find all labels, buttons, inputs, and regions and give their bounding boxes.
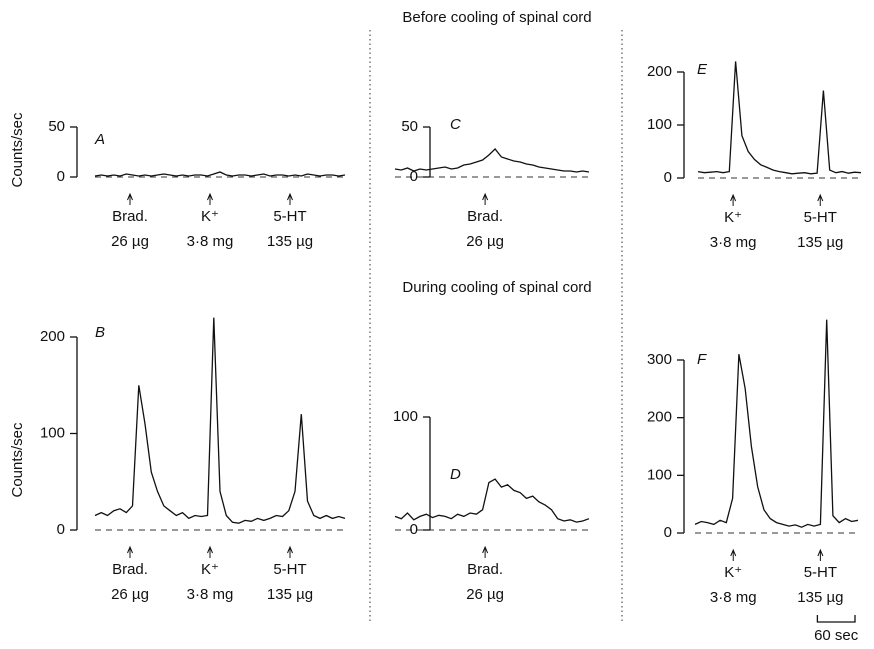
y-tick-label: 0: [57, 521, 65, 538]
injection-arrow: [127, 192, 133, 205]
injection-label: Brad.: [467, 208, 503, 225]
injection-label: 135 µg: [267, 586, 313, 603]
injection-label: 26 µg: [466, 586, 504, 603]
y-tick-label: 200: [647, 409, 672, 426]
trace: [697, 61, 862, 175]
injection-label: 135 µg: [267, 233, 313, 250]
injection-label: Brad.: [112, 208, 148, 225]
y-tick-label: 50: [48, 118, 65, 135]
injection-label: 3·8 mg: [710, 234, 757, 251]
panel-letter: A: [94, 131, 105, 148]
injection-label: 3·8 mg: [187, 586, 234, 603]
y-tick-label: 50: [401, 118, 418, 135]
injection-arrow: [482, 545, 489, 558]
injection-label: K⁺: [201, 208, 219, 225]
y-tick-label: 100: [393, 408, 418, 425]
heading: During cooling of spinal cord: [402, 279, 591, 296]
injection-label: 135 µg: [797, 589, 843, 606]
injection-arrow: [127, 545, 133, 558]
injection-label: K⁺: [724, 564, 742, 581]
injection-arrow: [730, 548, 737, 561]
panel-letter: C: [450, 116, 461, 133]
y-tick-label: 0: [664, 524, 672, 541]
injection-arrow: [817, 548, 824, 561]
injection-arrow: [482, 192, 489, 205]
injection-label: 5-HT: [804, 209, 837, 226]
y-tick-label: 100: [40, 424, 65, 441]
injection-label: 26 µg: [111, 586, 149, 603]
injection-label: 5-HT: [804, 564, 837, 581]
panel-letter: D: [450, 466, 461, 483]
y-tick-label: 300: [647, 351, 672, 368]
injection-label: 3·8 mg: [187, 233, 234, 250]
y-axis-label: Counts/sec: [9, 112, 26, 188]
panel-letter: B: [95, 324, 105, 341]
injection-label: 135 µg: [797, 234, 843, 251]
trace: [394, 148, 590, 173]
panel-letter: E: [697, 61, 708, 78]
heading: Before cooling of spinal cord: [402, 9, 591, 26]
panel-letter: F: [697, 351, 707, 368]
trace: [694, 319, 859, 528]
y-axis-label: Counts/sec: [9, 422, 26, 498]
injection-label: K⁺: [724, 209, 742, 226]
injection-arrow: [207, 192, 213, 205]
y-tick-label: 0: [410, 168, 418, 185]
injection-label: 26 µg: [111, 233, 149, 250]
y-tick-label: 200: [40, 328, 65, 345]
injection-label: 5-HT: [273, 208, 306, 225]
y-tick-label: 0: [410, 521, 418, 538]
y-tick-label: 0: [57, 168, 65, 185]
y-tick-label: 0: [664, 169, 672, 186]
y-tick-label: 200: [647, 63, 672, 80]
injection-label: 3·8 mg: [710, 589, 757, 606]
injection-arrow: [817, 193, 824, 206]
injection-label: K⁺: [201, 561, 219, 578]
scale-bar-label: 60 sec: [814, 627, 859, 644]
injection-label: 5-HT: [273, 561, 306, 578]
trace: [394, 478, 590, 523]
trace: [94, 317, 346, 524]
injection-arrow: [287, 545, 293, 558]
injection-arrow: [287, 192, 293, 205]
injection-label: Brad.: [112, 561, 148, 578]
injection-label: 26 µg: [466, 233, 504, 250]
injection-label: Brad.: [467, 561, 503, 578]
y-tick-label: 100: [647, 116, 672, 133]
scale-bar: [816, 615, 856, 623]
injection-arrow: [207, 545, 213, 558]
y-tick-label: 100: [647, 466, 672, 483]
injection-arrow: [730, 193, 737, 206]
trace: [94, 171, 346, 177]
